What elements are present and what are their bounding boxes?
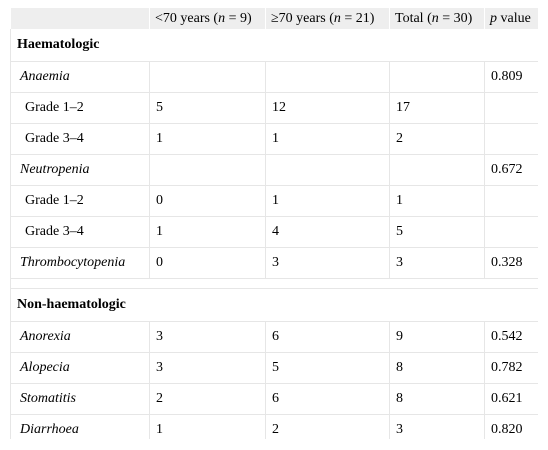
- section-row-non-haematologic: Non-haematologic: [10, 288, 538, 322]
- table-row: Grade 1–2 0 1 1: [10, 185, 538, 217]
- row-label: Grade 3–4: [10, 216, 150, 248]
- cell-total: 8: [389, 352, 485, 384]
- row-label: Alopecia: [10, 352, 150, 384]
- cell-70-and-over: 5: [265, 352, 390, 384]
- cell-total: 2: [389, 123, 485, 155]
- cell-under-70: 1: [149, 216, 266, 248]
- cell-p-value: [484, 92, 538, 124]
- row-label: Thrombocytopenia: [10, 247, 150, 279]
- cell-70-and-over: 2: [265, 414, 390, 439]
- cell-p-value: [484, 185, 538, 217]
- table-row: Diarrhoea 1 2 3 0.820: [10, 414, 538, 439]
- cell-total: 5: [389, 216, 485, 248]
- header-p-value: p value: [484, 8, 538, 29]
- cell-under-70: [149, 154, 266, 186]
- cell-under-70: 3: [149, 352, 266, 384]
- row-label: Grade 1–2: [10, 185, 150, 217]
- table-row: Neutropenia 0.672: [10, 154, 538, 186]
- cell-under-70: [149, 61, 266, 93]
- section-title: Haematologic: [10, 29, 538, 62]
- cell-p-value: 0.672: [484, 154, 538, 186]
- table-row: Grade 1–2 5 12 17: [10, 92, 538, 124]
- row-label: Anorexia: [10, 321, 150, 353]
- cell-under-70: 1: [149, 123, 266, 155]
- adverse-events-table-container: <70 years (n = 9) ≥70 years (n = 21) Tot…: [10, 8, 538, 439]
- adverse-events-table: <70 years (n = 9) ≥70 years (n = 21) Tot…: [10, 8, 538, 439]
- table-row: Grade 3–4 1 1 2: [10, 123, 538, 155]
- cell-total: 17: [389, 92, 485, 124]
- cell-under-70: 5: [149, 92, 266, 124]
- cell-total: 8: [389, 383, 485, 415]
- header-row: <70 years (n = 9) ≥70 years (n = 21) Tot…: [10, 8, 538, 29]
- spacer-cell: [10, 278, 538, 289]
- cell-p-value: 0.542: [484, 321, 538, 353]
- table-row: Grade 3–4 1 4 5: [10, 216, 538, 248]
- cell-total: 3: [389, 247, 485, 279]
- section-title: Non-haematologic: [10, 288, 538, 322]
- header-under-70: <70 years (n = 9): [149, 8, 266, 29]
- cell-under-70: 0: [149, 185, 266, 217]
- row-label: Stomatitis: [10, 383, 150, 415]
- cell-p-value: [484, 216, 538, 248]
- table-row: Alopecia 3 5 8 0.782: [10, 352, 538, 384]
- cell-p-value: 0.328: [484, 247, 538, 279]
- cell-total: 1: [389, 185, 485, 217]
- cell-70-and-over: [265, 61, 390, 93]
- cell-p-value: [484, 123, 538, 155]
- cell-total: 3: [389, 414, 485, 439]
- row-label: Anaemia: [10, 61, 150, 93]
- cell-70-and-over: 3: [265, 247, 390, 279]
- cell-total: [389, 61, 485, 93]
- row-label: Grade 1–2: [10, 92, 150, 124]
- cell-under-70: 1: [149, 414, 266, 439]
- section-row-haematologic: Haematologic: [10, 29, 538, 62]
- cell-total: [389, 154, 485, 186]
- cell-70-and-over: [265, 154, 390, 186]
- table-row: Anaemia 0.809: [10, 61, 538, 93]
- cell-p-value: 0.782: [484, 352, 538, 384]
- row-label: Diarrhoea: [10, 414, 150, 439]
- cell-total: 9: [389, 321, 485, 353]
- row-label: Neutropenia: [10, 154, 150, 186]
- cell-p-value: 0.621: [484, 383, 538, 415]
- cell-under-70: 2: [149, 383, 266, 415]
- cell-70-and-over: 1: [265, 123, 390, 155]
- cell-70-and-over: 6: [265, 321, 390, 353]
- row-label: Grade 3–4: [10, 123, 150, 155]
- header-total: Total (n = 30): [389, 8, 485, 29]
- table-row: Anorexia 3 6 9 0.542: [10, 321, 538, 353]
- cell-under-70: 0: [149, 247, 266, 279]
- header-category: [10, 8, 150, 29]
- section-spacer: [10, 278, 538, 289]
- cell-70-and-over: 12: [265, 92, 390, 124]
- header-70-and-over: ≥70 years (n = 21): [265, 8, 390, 29]
- cell-70-and-over: 6: [265, 383, 390, 415]
- cell-70-and-over: 1: [265, 185, 390, 217]
- cell-70-and-over: 4: [265, 216, 390, 248]
- cell-under-70: 3: [149, 321, 266, 353]
- cell-p-value: 0.820: [484, 414, 538, 439]
- table-row: Stomatitis 2 6 8 0.621: [10, 383, 538, 415]
- cell-p-value: 0.809: [484, 61, 538, 93]
- table-row: Thrombocytopenia 0 3 3 0.328: [10, 247, 538, 279]
